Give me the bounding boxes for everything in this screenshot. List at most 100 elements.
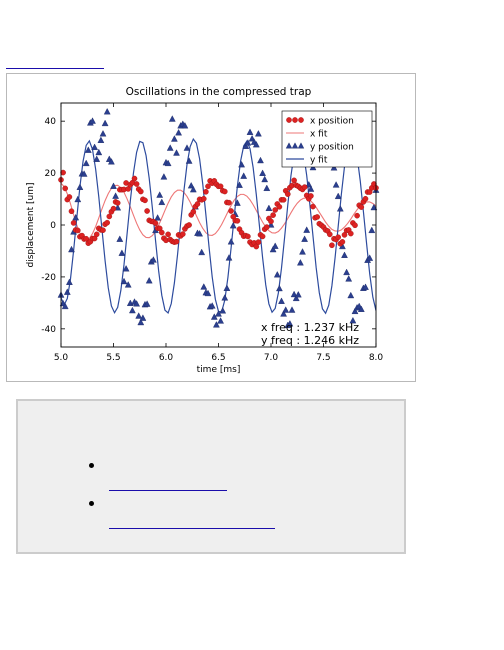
y-position-point [215,310,222,317]
y-position-point [246,128,254,135]
y-position-point [259,169,266,176]
y-position-point [76,183,84,190]
y-position-point [110,182,117,189]
y-position-point [116,235,124,242]
x-position-point [68,208,75,215]
y-position-point [288,306,296,313]
y-position-point [156,191,164,198]
bullet-icon [89,463,94,468]
y-position-point [160,173,168,180]
y-position-point [154,214,161,221]
y-position-point [183,144,191,151]
y-tick-label: 20 [45,169,57,179]
panel-link-1[interactable] [109,477,227,491]
legend-y-position-marker [285,142,293,149]
y-position-point [271,242,279,249]
y-position-point [332,181,340,188]
y-position-point [286,320,294,327]
figure-frame: Oscillations in the compressed trap 5.0 5.… [6,73,416,382]
y-position-point [265,204,273,211]
y-position-point [357,305,365,312]
x-position-point [190,208,197,215]
y-tick-label: -40 [41,325,56,335]
x-position-point [133,181,140,187]
x-position-point [152,220,159,226]
x-position-point [228,208,234,214]
y-position-point [305,180,313,188]
y-position-point [303,226,311,233]
x-position-point [200,195,207,202]
x-position-point [144,208,150,214]
y-position-point [263,184,271,191]
x-position-point [93,231,100,238]
y-position-point [181,122,189,129]
x-position-point [272,207,279,213]
list-item [18,497,404,537]
x-position-point [205,183,211,190]
x-position-point [70,220,77,226]
y-position-point [185,157,193,164]
x-freq-annotation: x freq : 1.237 kHz [261,321,359,334]
x-position-point [335,234,342,240]
y-position-point [240,172,248,179]
x-position-point [104,219,110,226]
y-position-point [229,221,237,229]
x-position-point [284,191,291,197]
y-position-point [120,277,128,285]
y-position-point [145,276,153,284]
x-position-point [259,233,266,240]
x-tick-label: 6.5 [211,353,225,363]
y-position-point [267,221,275,228]
oscillation-chart: Oscillations in the compressed trap 5.0 5.… [26,86,383,375]
y-position-point [255,130,262,137]
y-position-point [187,181,195,189]
x-position-point [158,229,165,236]
x-tick-label: 5.0 [54,353,69,363]
y-position-point [349,316,357,324]
x-position-point [131,175,138,182]
y-position-point [221,294,229,301]
legend-y-position-marker [291,142,299,149]
y-position-point [336,205,344,212]
y-position-point [168,115,176,122]
y-position-point [307,185,315,192]
y-position-point [103,107,111,115]
y-position-point [345,275,353,282]
x-position-point [326,231,333,238]
x-tick-label: 5.5 [106,353,120,363]
y-position-point [282,306,290,313]
legend-entry: y position [310,143,354,153]
y-position-point [158,198,166,205]
y-position-point [63,288,71,295]
y-tick-label: -20 [41,273,56,283]
y-position-point [278,297,285,304]
y-position-point [189,185,197,193]
y-position-point [242,142,250,149]
y-position-point [124,281,132,288]
top-link[interactable] [6,55,104,69]
legend-x-position-marker [292,117,298,123]
y-position-point [347,291,355,299]
y-position-point [236,181,243,188]
y-position-point [139,314,147,321]
bullet-icon [89,501,94,506]
y-position-point [196,229,203,237]
y-position-point [164,159,172,167]
info-panel [16,399,406,554]
y-tick-label: 40 [45,117,57,127]
y-position-point [200,283,208,290]
panel-link-2[interactable] [109,515,275,529]
y-position-point [210,313,218,320]
y-position-point [261,175,269,183]
x-position-point [110,205,117,212]
y-position-point [171,135,178,142]
y-position-point [368,226,376,234]
y-axis-label: displacement [um] [26,182,36,267]
x-position-point [60,169,66,176]
y-position-point [150,256,157,263]
y-position-point [166,144,174,151]
y-position-point [351,307,359,315]
y-position-point [292,294,300,302]
x-position-point [354,212,360,219]
x-position-point [114,200,121,206]
